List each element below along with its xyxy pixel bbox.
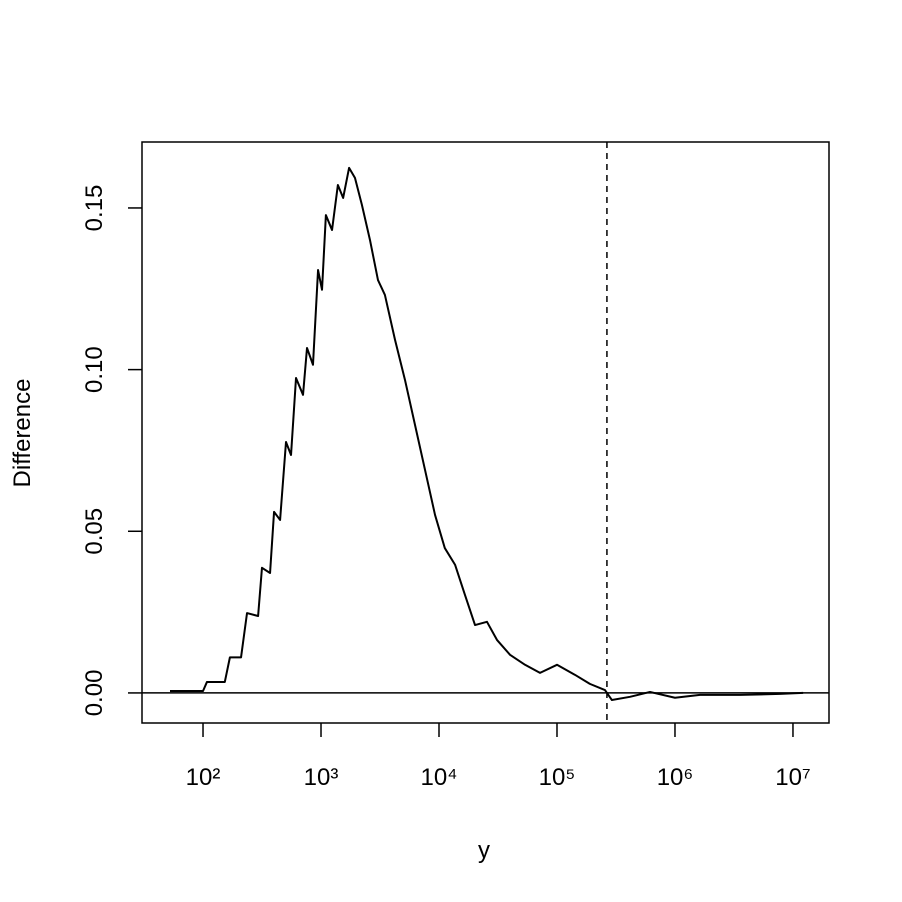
- x-tick-label: 10⁶: [657, 764, 694, 791]
- x-tick-label: 10⁷: [775, 764, 810, 791]
- x-axis-label: y: [478, 837, 490, 864]
- y-tick-label: 0.10: [81, 346, 108, 393]
- data-line: [169, 166, 804, 702]
- x-tick-label: 10²: [186, 764, 221, 791]
- x-tick-label: 10⁵: [539, 764, 576, 791]
- y-axis-label: Difference: [9, 379, 36, 488]
- plot-frame: [141, 141, 830, 724]
- y-tick-label: 0.00: [81, 670, 108, 717]
- y-tick-label: 0.15: [81, 185, 108, 232]
- x-tick-label: 10³: [304, 764, 339, 791]
- y-tick-label: 0.05: [81, 508, 108, 555]
- x-tick-label: 10⁴: [420, 764, 457, 791]
